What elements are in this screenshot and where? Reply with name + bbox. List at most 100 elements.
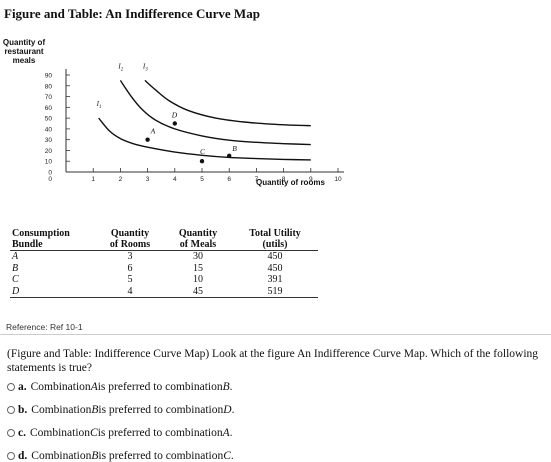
curve-label-subscript: 1	[99, 105, 102, 110]
x-tick-label: 9	[309, 176, 313, 183]
cell-meals: 30	[193, 251, 203, 262]
cell-rooms: 4	[96, 285, 164, 298]
option-text-post: .	[231, 404, 235, 416]
table-row: C 5 10 391	[10, 274, 318, 286]
answer-option-a[interactable]: a. Combination A is preferred to combinat…	[7, 381, 233, 393]
option-text-mid: is preferred to combination	[98, 404, 224, 416]
table-header-row: Consumption Bundle Quantity of Rooms Quant…	[10, 228, 318, 251]
option-combo-y: B	[222, 381, 230, 393]
cell-rooms: 6	[127, 262, 133, 274]
x-tick-label: 8	[282, 176, 286, 183]
y-axis-label-line-3: meals	[12, 56, 36, 65]
curve-label-subscript: 3	[145, 67, 148, 72]
option-letter: d.	[18, 450, 28, 462]
option-combo-x: B	[91, 450, 99, 462]
y-tick-label: 60	[45, 105, 53, 112]
cell-bundle: A	[12, 251, 19, 262]
option-combo-x: C	[90, 427, 98, 439]
curve-label-letter: I	[96, 100, 100, 108]
header-bundle: Consumption Bundle	[12, 228, 70, 250]
y-axis-label-line-1: Quantity of	[2, 38, 46, 47]
question-text: (Figure and Table: Indifference Curve Ma…	[7, 348, 539, 374]
x-tick-label: 10	[334, 176, 342, 183]
option-letter: c.	[18, 427, 26, 439]
x-tick-label: 7	[255, 176, 259, 183]
divider	[0, 334, 551, 335]
curve-label-I1: I1	[96, 100, 102, 110]
header-meals: Quantity of Meals	[178, 228, 218, 250]
radio-button-icon[interactable]	[7, 406, 15, 414]
indifference-curve-I2	[119, 79, 311, 146]
y-tick-label: 20	[45, 148, 53, 155]
cell-rooms: 5	[127, 274, 133, 285]
option-text-mid: is preferred to combination	[97, 427, 223, 439]
answer-option-c[interactable]: c. Combination C is preferred to combinat…	[7, 427, 233, 439]
option-text-pre: Combination	[31, 404, 92, 416]
y-tick-label: 50	[45, 116, 53, 123]
option-combo-y: C	[223, 450, 231, 462]
cell-meals: 45	[164, 285, 232, 298]
x-tick-label: 2	[119, 176, 123, 183]
x-tick-label: 6	[227, 176, 231, 183]
option-text-post: .	[229, 381, 233, 393]
y-tick-label: 70	[45, 94, 53, 101]
cell-utility: 391	[267, 274, 283, 285]
y-tick-label: 80	[45, 83, 53, 90]
indifference-curve-I3	[144, 79, 311, 127]
radio-button-icon[interactable]	[7, 429, 15, 437]
header-rooms: Quantity of Rooms	[109, 228, 151, 250]
table-row: B 6 15 450	[10, 263, 318, 275]
option-text-post: .	[229, 427, 233, 439]
answer-option-b[interactable]: b. Combination B is preferred to combinat…	[7, 404, 234, 416]
cell-utility: 450	[267, 251, 283, 262]
option-text-pre: Combination	[30, 381, 91, 393]
cell-bundle: C	[12, 274, 19, 285]
curve-label-I2: I2	[117, 62, 123, 72]
option-text-pre: Combination	[31, 450, 92, 462]
y-tick-label: 40	[45, 126, 53, 133]
bundle-table: Consumption Bundle Quantity of Rooms Quant…	[10, 228, 318, 298]
x-tick-label: 1	[91, 176, 95, 183]
radio-button-icon[interactable]	[7, 383, 15, 391]
bundle-point-label: C	[200, 147, 206, 156]
option-text-post: .	[230, 450, 234, 462]
bundle-point-label: D	[171, 111, 178, 120]
y-tick-label: 90	[45, 73, 53, 80]
option-combo-x: A	[90, 381, 98, 393]
y-tick-label: 30	[45, 137, 53, 144]
bundle-point-label: B	[232, 144, 237, 153]
bundle-point-label: A	[150, 127, 156, 136]
bundle-point-A	[145, 137, 150, 142]
option-combo-y: A	[222, 427, 230, 439]
y-tick-label: 10	[45, 159, 53, 166]
curve-label-subscript: 2	[121, 67, 124, 72]
header-utility: Total Utility (utils)	[249, 228, 301, 250]
table-row: D 4 45 519	[10, 285, 318, 298]
option-letter: a.	[18, 381, 27, 393]
y-tick-label: 0	[48, 170, 52, 177]
indifference-curve-I1	[98, 117, 311, 161]
bundle-point-B	[227, 153, 232, 159]
option-text-mid: is preferred to combination	[98, 450, 224, 462]
y-axis-label: Quantity of restaurant meals	[2, 38, 46, 65]
x-tick-label: 5	[200, 176, 204, 183]
cell-meals: 15	[193, 262, 203, 274]
option-text-pre: Combination	[29, 427, 91, 439]
reference-text: Reference: Ref 10-1	[6, 322, 83, 332]
option-text-mid: is preferred to combination	[97, 381, 223, 393]
bundle-point-D	[172, 121, 177, 126]
x-tick-label: 4	[173, 176, 177, 183]
answer-option-d[interactable]: d. Combination B is preferred to combinat…	[7, 450, 234, 462]
option-combo-y: D	[223, 404, 232, 416]
cell-meals: 10	[193, 274, 203, 285]
figure-title: Figure and Table: An Indifference Curve …	[4, 6, 260, 21]
x-tick-label: 3	[146, 176, 150, 183]
curve-label-letter: I	[117, 62, 121, 70]
y-axis-label-line-2: restaurant	[4, 47, 44, 56]
cell-bundle: B	[12, 262, 19, 274]
curve-label-letter: I	[142, 62, 146, 70]
cell-utility: 450	[267, 262, 283, 274]
x-tick-label: 0	[48, 176, 52, 183]
radio-button-icon[interactable]	[7, 452, 15, 460]
